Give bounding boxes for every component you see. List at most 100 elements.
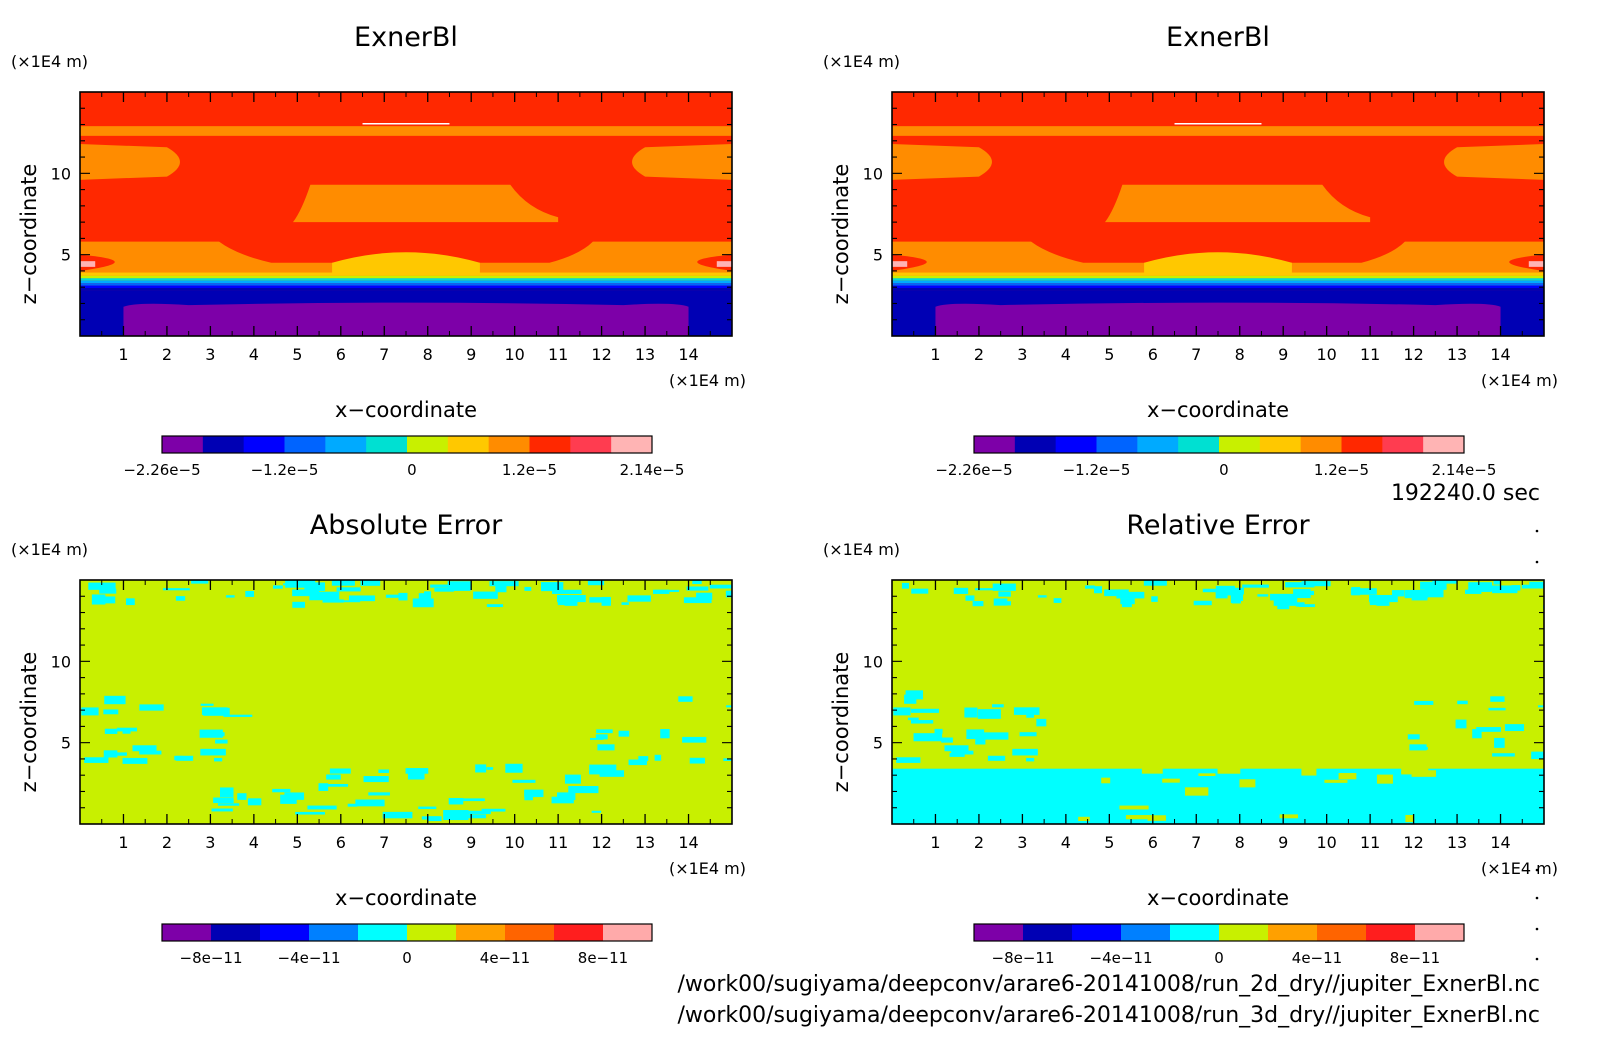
error-patch [638, 756, 649, 762]
colorbar-swatch [162, 924, 212, 941]
error-patch [88, 582, 116, 590]
error-patch [934, 728, 943, 734]
field-gradient-band-2 [80, 275, 732, 279]
error-patch [505, 763, 523, 773]
field-gradient-band-5 [80, 283, 732, 286]
error-patch [1231, 594, 1241, 604]
heatmap-field [80, 92, 732, 336]
field-gradient-band-4 [80, 280, 732, 284]
x-unit-label: (×1E4 m) [1481, 371, 1558, 390]
error-patch [309, 591, 340, 601]
field-right-pink [1528, 261, 1544, 267]
colorbar-swatch [325, 436, 367, 453]
stray-dots [1535, 529, 1539, 961]
error-patch [1277, 599, 1290, 610]
error-patch [103, 709, 119, 715]
error-patch [1411, 770, 1437, 777]
error-patch [692, 580, 702, 585]
colorbar-swatch [603, 924, 653, 941]
error-patch [214, 757, 223, 762]
error-patch [347, 803, 358, 807]
error-patch [512, 779, 536, 783]
error-patch [1420, 581, 1447, 590]
error-patch [1119, 805, 1149, 810]
error-patch [977, 709, 1001, 719]
error-patch [911, 588, 929, 594]
error-patch [1531, 751, 1544, 760]
error-patch [175, 596, 186, 601]
x-tick-label: 10 [504, 833, 524, 852]
y-tick-label: 10 [863, 652, 883, 671]
error-patch [326, 774, 341, 780]
x-unit-label: (×1E4 m) [1481, 859, 1558, 878]
field-lower-orange [80, 241, 732, 280]
colorbar-swatch [1055, 436, 1097, 453]
x-tick-label: 8 [423, 345, 433, 364]
error-patch [998, 591, 1011, 597]
field-right-pink [716, 261, 732, 267]
error-patch [1279, 814, 1299, 819]
field-gradient-band-3 [80, 278, 732, 281]
error-patch [405, 768, 429, 774]
error-patch [273, 585, 283, 589]
error-patch [319, 783, 349, 787]
error-patch [475, 764, 487, 773]
y-axis-label: z−coordinate [829, 652, 853, 793]
x-tick-label: 4 [1061, 833, 1071, 852]
colorbar-swatch [243, 436, 285, 453]
error-patch [116, 752, 127, 756]
colorbar-swatch [1317, 924, 1367, 941]
colorbar-swatch [1219, 436, 1261, 453]
error-patch [1351, 587, 1361, 596]
error-patch [1078, 816, 1090, 821]
error-patch [1093, 586, 1103, 594]
error-patch [1493, 580, 1501, 585]
error-patch [1026, 757, 1035, 762]
error-patch [1490, 696, 1505, 702]
colorbar-swatch [358, 924, 408, 941]
error-patch [245, 590, 255, 597]
time-label: 192240.0 sec [1391, 481, 1540, 506]
x-tick-label: 12 [1403, 345, 1423, 364]
y-tick-label: 10 [51, 164, 71, 183]
field-gradient-band-3 [892, 278, 1544, 281]
field-left-lobe [892, 144, 992, 180]
field-upper-band-2 [892, 135, 1544, 146]
colorbar-swatch [1415, 924, 1465, 941]
colorbar-frame [161, 435, 653, 454]
error-patch [285, 580, 316, 588]
error-patch [81, 707, 99, 716]
error-patch [726, 705, 732, 708]
field-left-pink [80, 261, 96, 267]
error-patch [1298, 604, 1316, 608]
error-patch [587, 580, 605, 586]
colorbar-swatch [1121, 924, 1171, 941]
error-patch [592, 767, 606, 770]
error-patch [1405, 814, 1415, 823]
x-tick-label: 13 [635, 345, 655, 364]
panel-2: ExnerBl(×1E4 m)1 2 3 4 5 6 7 8 9 10 11 12 13 14510(×1… [823, 22, 1558, 479]
colorbar-tick-label: 0 [402, 949, 412, 967]
x-tick-label: 14 [678, 833, 698, 852]
error-patch [655, 589, 680, 592]
error-patch [211, 808, 233, 812]
colorbar-swatch [1382, 436, 1424, 453]
error-patch [1476, 727, 1501, 732]
error-patch [481, 808, 506, 812]
x-tick-label: 6 [1148, 833, 1158, 852]
x-tick-label: 8 [1235, 345, 1245, 364]
error-patch [1257, 594, 1269, 597]
error-patch [564, 774, 581, 784]
colorbar-tick-label: −2.26e−5 [935, 461, 1012, 479]
field-left-pink [892, 261, 908, 267]
error-patch [200, 748, 226, 756]
error-patch [595, 734, 608, 740]
error-patch [363, 776, 389, 783]
y-unit-label: (×1E4 m) [823, 540, 900, 559]
x-tick-label: 9 [1278, 345, 1288, 364]
field-bottom-purple [935, 302, 1501, 336]
error-patch [1198, 773, 1216, 776]
error-patch [213, 797, 234, 804]
error-patch [104, 728, 118, 734]
